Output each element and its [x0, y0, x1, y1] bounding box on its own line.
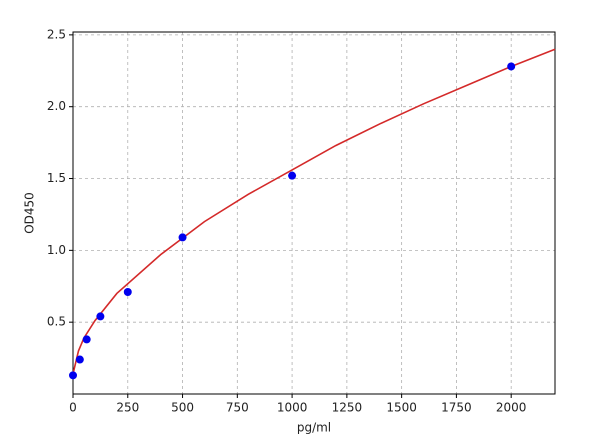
- data-point: [69, 371, 77, 380]
- data-point: [123, 288, 132, 297]
- data-point: [288, 171, 297, 180]
- x-tick-label: 500: [171, 401, 194, 415]
- y-tick-label: 2.5: [47, 27, 66, 41]
- x-tick-label: 1000: [277, 401, 308, 415]
- x-tick-label: 1250: [332, 401, 363, 415]
- y-tick-label: 0.5: [47, 315, 66, 329]
- y-tick-label: 1.0: [47, 243, 66, 257]
- x-tick-label: 250: [116, 401, 139, 415]
- y-axis-label: OD450: [23, 192, 37, 234]
- x-tick-label: 1750: [441, 401, 472, 415]
- fit-curve: [72, 48, 556, 375]
- x-tick-label: 0: [69, 401, 77, 415]
- data-point: [178, 233, 187, 242]
- data-point: [82, 335, 91, 344]
- y-tick-label: 2.0: [47, 99, 66, 113]
- data-point: [75, 355, 84, 364]
- x-axis-label: pg/ml: [297, 421, 331, 435]
- x-tick-label: 750: [226, 401, 249, 415]
- y-tick-label: 1.5: [47, 171, 66, 185]
- x-tick-label: 1500: [386, 401, 417, 415]
- x-tick-label: 2000: [496, 401, 527, 415]
- data-point: [507, 62, 516, 71]
- plot-frame: [72, 31, 556, 395]
- data-point: [96, 312, 105, 321]
